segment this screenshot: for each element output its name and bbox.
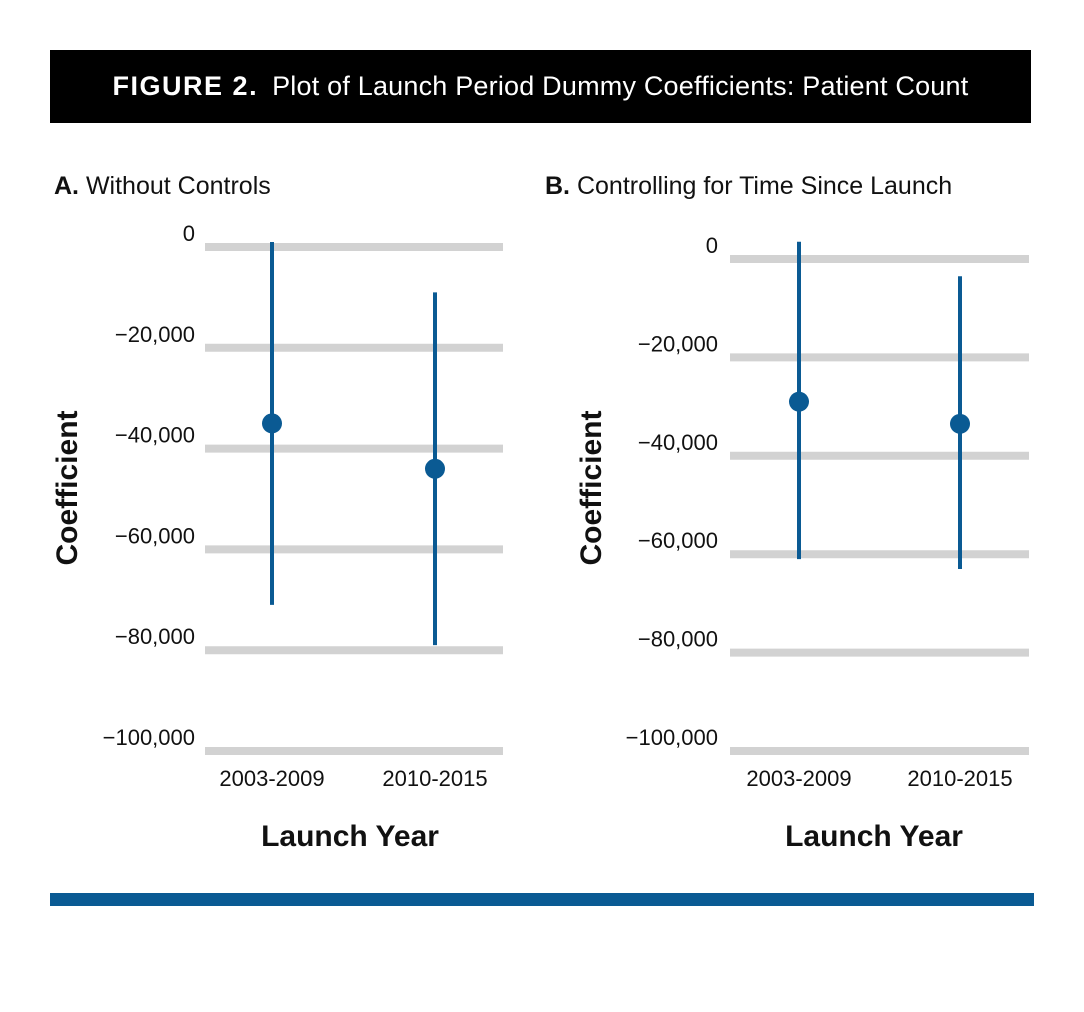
figure-title-bar: FIGURE 2. Plot of Launch Period Dummy Co… <box>50 50 1031 123</box>
y-tick-label: −20,000 <box>638 331 718 356</box>
panel-b-title: B. Controlling for Time Since Launch <box>545 172 952 201</box>
y-tick-label: −100,000 <box>626 725 718 750</box>
y-tick-label: 0 <box>183 221 195 246</box>
bottom-rule <box>50 893 1034 906</box>
y-tick-label: 0 <box>706 233 718 258</box>
y-axis-label: Coefficient <box>575 410 608 565</box>
x-tick-label: 2010-2015 <box>907 766 1012 791</box>
panel-a-title-text: Without Controls <box>85 172 271 200</box>
panel-b-title-text: Controlling for Time Since Launch <box>576 172 953 200</box>
x-tick-label: 2003-2009 <box>746 766 851 791</box>
coefficient-point <box>789 391 809 412</box>
y-tick-label: −60,000 <box>115 523 195 548</box>
coefficient-point <box>425 458 445 479</box>
y-tick-label: −80,000 <box>638 627 718 652</box>
y-tick-label: −40,000 <box>115 423 195 448</box>
y-tick-label: −20,000 <box>115 322 195 347</box>
panel-a-title: A. Without Controls <box>54 172 271 201</box>
x-axis-label: Launch Year <box>785 820 963 853</box>
x-tick-label: 2010-2015 <box>382 766 487 791</box>
y-tick-label: −80,000 <box>115 624 195 649</box>
x-axis-label: Launch Year <box>261 820 439 853</box>
y-tick-label: −100,000 <box>103 725 195 750</box>
panel-a-letter: A. <box>54 172 79 200</box>
figure-label: FIGURE 2. <box>112 71 259 101</box>
figure-title: Plot of Launch Period Dummy Coefficients… <box>272 71 969 101</box>
y-axis-label: Coefficient <box>51 410 84 565</box>
y-tick-label: −40,000 <box>638 430 718 455</box>
coefficient-point <box>950 413 970 434</box>
panel-b-letter: B. <box>545 172 570 200</box>
y-tick-label: −60,000 <box>638 528 718 553</box>
x-tick-label: 2003-2009 <box>219 766 324 791</box>
coefficient-point <box>262 413 282 434</box>
